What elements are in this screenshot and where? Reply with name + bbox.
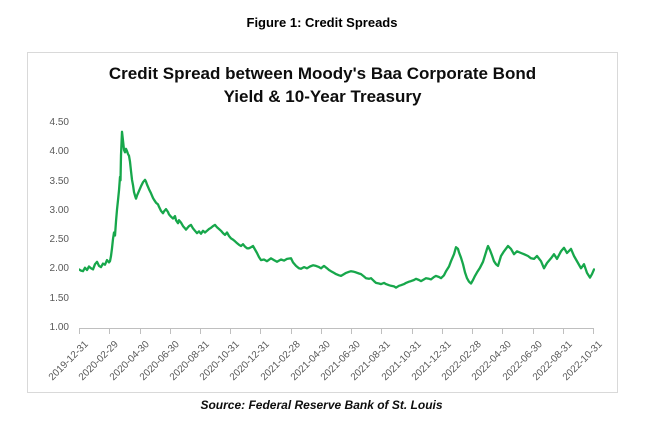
x-axis-tick bbox=[411, 329, 413, 334]
x-axis-tick bbox=[290, 329, 292, 334]
x-axis-tick bbox=[472, 329, 474, 334]
y-axis-label: 1.50 bbox=[49, 292, 69, 304]
x-axis-tick bbox=[139, 329, 141, 334]
x-axis-tick bbox=[532, 329, 534, 334]
source-caption: Source: Federal Reserve Bank of St. Loui… bbox=[200, 398, 443, 412]
x-axis-tick bbox=[351, 329, 353, 334]
x-axis-tick bbox=[260, 329, 262, 334]
plot-area bbox=[79, 130, 595, 289]
spread-line bbox=[79, 130, 595, 289]
x-axis-tick bbox=[230, 329, 232, 334]
x-axis-tick bbox=[169, 329, 171, 334]
x-axis-tick bbox=[79, 329, 80, 334]
x-axis-tick bbox=[381, 329, 383, 334]
figure-title: Figure 1: Credit Spreads bbox=[246, 15, 398, 30]
x-axis-tick bbox=[441, 329, 443, 334]
x-axis-tick bbox=[109, 329, 111, 334]
y-axis-label: 4.00 bbox=[49, 146, 69, 158]
y-axis-label: 3.50 bbox=[49, 175, 69, 187]
x-axis-line bbox=[79, 328, 594, 329]
x-axis-tick bbox=[562, 329, 564, 334]
y-axis-label: 3.00 bbox=[49, 204, 69, 216]
chart-title: Credit Spread between Moody's Baa Corpor… bbox=[28, 62, 617, 108]
y-axis-label: 4.50 bbox=[49, 117, 69, 128]
y-axis-label: 2.00 bbox=[49, 263, 69, 275]
x-axis-tick bbox=[502, 329, 504, 334]
chart-title-line-1: Credit Spread between Moody's Baa Corpor… bbox=[108, 64, 537, 83]
y-axis-label: 2.50 bbox=[49, 234, 69, 246]
x-axis-tick bbox=[593, 329, 594, 334]
chart-title-line-2: Yield & 10-Year Treasury bbox=[223, 87, 422, 106]
x-axis-tick bbox=[320, 329, 322, 334]
chart-frame: Credit Spread between Moody's Baa Corpor… bbox=[27, 52, 618, 393]
y-axis-label: 1.00 bbox=[49, 322, 69, 333]
x-axis-tick bbox=[199, 329, 201, 334]
